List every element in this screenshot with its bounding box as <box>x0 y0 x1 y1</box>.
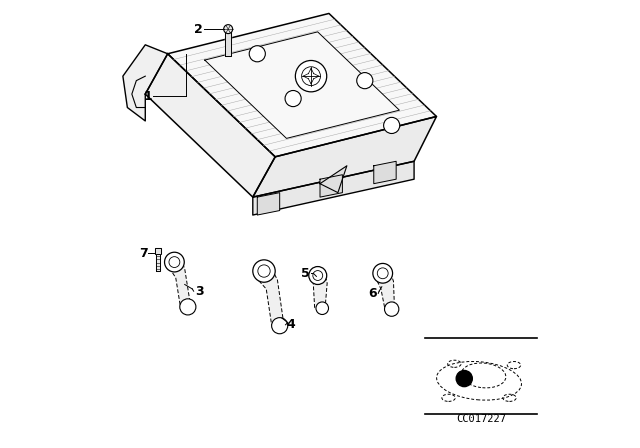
Circle shape <box>285 90 301 107</box>
Polygon shape <box>314 276 327 309</box>
Polygon shape <box>170 262 190 307</box>
Circle shape <box>356 73 373 89</box>
Polygon shape <box>253 161 414 215</box>
Text: 2: 2 <box>194 22 202 36</box>
Circle shape <box>378 268 388 279</box>
Polygon shape <box>378 273 394 310</box>
Circle shape <box>373 263 392 283</box>
Polygon shape <box>205 32 399 138</box>
Text: 5: 5 <box>301 267 310 280</box>
Polygon shape <box>155 248 161 254</box>
Circle shape <box>249 46 266 62</box>
Polygon shape <box>257 193 280 215</box>
Polygon shape <box>168 13 436 157</box>
Circle shape <box>301 67 321 86</box>
Polygon shape <box>320 175 342 197</box>
Polygon shape <box>123 45 168 121</box>
Circle shape <box>271 318 288 334</box>
Circle shape <box>164 252 184 272</box>
Text: 4: 4 <box>287 318 295 332</box>
Polygon shape <box>225 31 231 56</box>
Text: 3: 3 <box>195 284 204 298</box>
Circle shape <box>180 299 196 315</box>
Circle shape <box>296 60 327 92</box>
Circle shape <box>258 265 270 277</box>
Circle shape <box>385 302 399 316</box>
Polygon shape <box>258 271 284 326</box>
Polygon shape <box>320 166 347 193</box>
Circle shape <box>456 370 472 387</box>
Circle shape <box>316 302 328 314</box>
Text: 1: 1 <box>143 90 152 103</box>
Circle shape <box>309 267 327 284</box>
Circle shape <box>169 257 180 267</box>
Polygon shape <box>156 254 159 271</box>
Circle shape <box>224 25 233 34</box>
Circle shape <box>253 260 275 282</box>
Text: CC017227: CC017227 <box>456 414 506 424</box>
Text: 7: 7 <box>139 246 147 260</box>
Text: 6: 6 <box>369 287 377 300</box>
Polygon shape <box>253 116 436 197</box>
Polygon shape <box>374 161 396 184</box>
Circle shape <box>313 271 323 280</box>
Circle shape <box>383 117 400 134</box>
Polygon shape <box>145 54 275 197</box>
